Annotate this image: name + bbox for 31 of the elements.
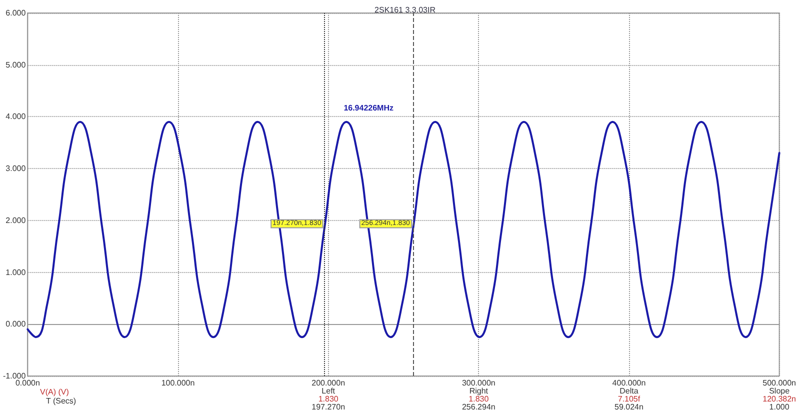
text: Left xyxy=(322,386,336,396)
y-tick-label: 4.000 xyxy=(6,112,26,122)
text: 1.000 xyxy=(769,402,790,412)
text: 197.270n xyxy=(312,402,346,412)
y-tick-label: -1.000 xyxy=(2,372,26,380)
y-tick-label: 6.000 xyxy=(6,8,26,18)
text: 1.830 xyxy=(468,394,490,404)
text: 120.382n xyxy=(762,394,796,404)
text: Slope xyxy=(769,386,790,396)
text: Delta xyxy=(620,386,639,396)
annotation: 16.94226MHz xyxy=(344,103,394,112)
text: V(A) (V) xyxy=(40,388,70,396)
text: 1.830 xyxy=(318,394,339,404)
y-tick-label: 2.000 xyxy=(6,216,26,225)
x-tick-label: 100.000n xyxy=(161,378,195,388)
y-tick-label: 5.000 xyxy=(6,60,26,70)
y-tick-label: 0.000 xyxy=(6,320,26,329)
x-tick-label: 500.000n xyxy=(762,378,796,388)
text: 59.024n xyxy=(614,402,644,412)
chart-subtitle: 2SK161 3.3.03IR xyxy=(374,6,436,14)
line-series xyxy=(26,120,780,338)
x-tick-label: 300.000n xyxy=(462,378,496,388)
text: Right xyxy=(469,386,489,396)
x-tick-label: 0.000n xyxy=(15,378,40,388)
text: 7.105f xyxy=(618,394,641,404)
x-tick-label: 400.000n xyxy=(612,378,646,388)
x-axis-title: T (Secs) xyxy=(46,396,76,406)
y-tick-label: 3.000 xyxy=(6,164,26,174)
x-tick-label: 200.000n xyxy=(312,378,346,388)
text: 256.294n xyxy=(462,402,496,412)
y-tick-label: 1.000 xyxy=(6,268,26,277)
